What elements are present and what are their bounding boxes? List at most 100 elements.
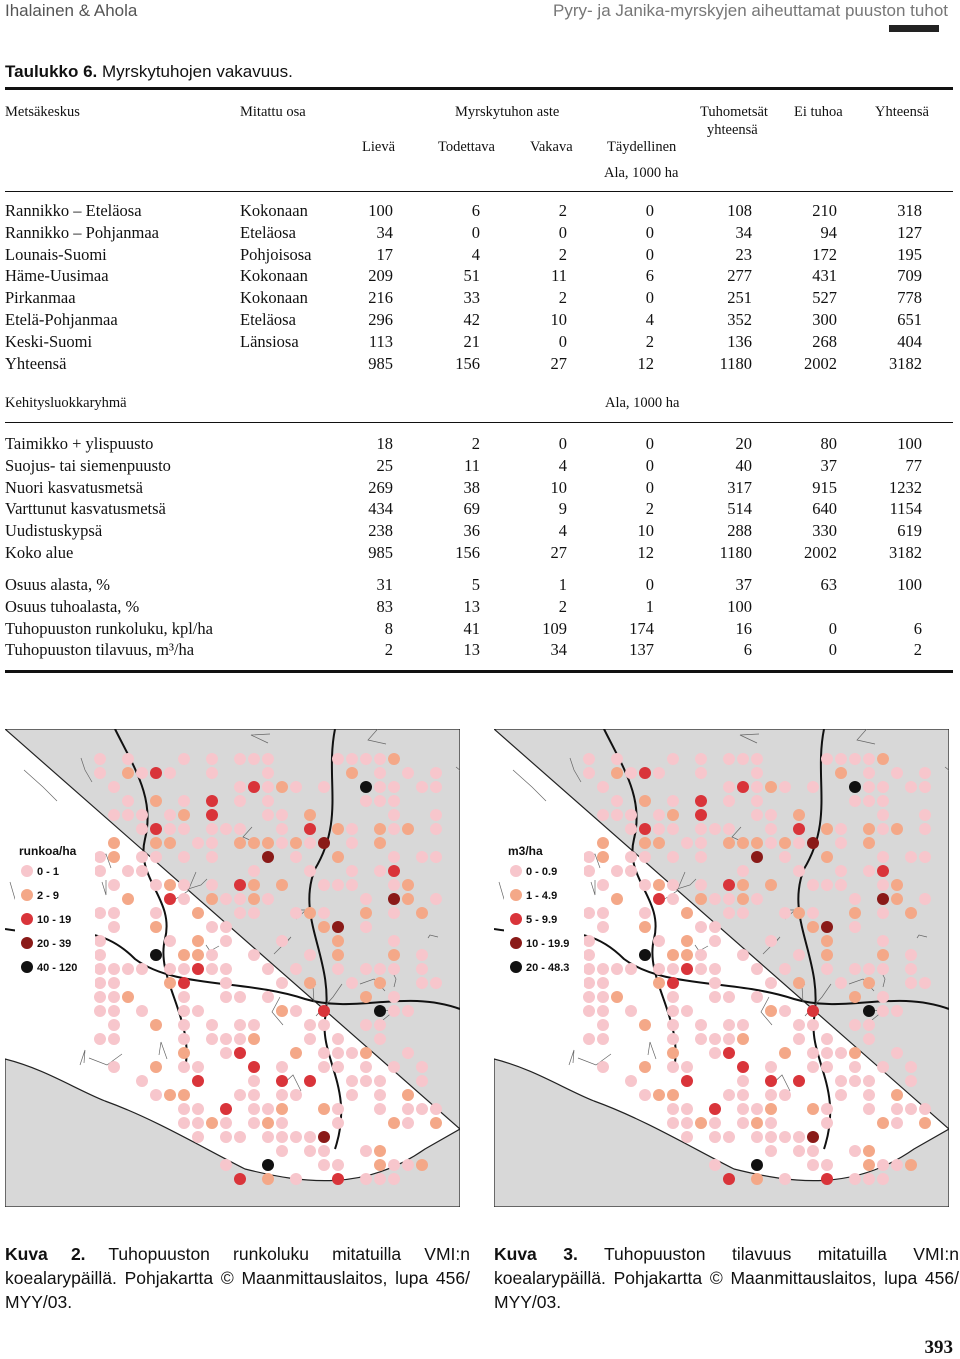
plot-dot — [402, 1089, 414, 1101]
row-label: Tuhopuuston runkoluku, kpl/ha — [5, 618, 213, 638]
plot-dot — [150, 823, 162, 835]
plot-dot — [178, 1047, 190, 1059]
plot-dot — [388, 1159, 400, 1171]
plot-dot — [388, 963, 400, 975]
plot-dot — [863, 781, 875, 793]
plot-dot — [108, 781, 120, 793]
plot-dot — [723, 753, 735, 765]
plot-dot — [667, 1033, 679, 1045]
plot-dot — [877, 795, 889, 807]
plot-dot — [234, 1131, 246, 1143]
plot-dot — [164, 935, 176, 947]
plot-dot — [667, 1117, 679, 1129]
plot-dot — [360, 921, 372, 933]
table-cell: 16 — [735, 618, 753, 638]
plot-dot — [164, 767, 176, 779]
plot-dot — [919, 1117, 931, 1129]
plot-dot — [178, 991, 190, 1003]
plot-dot — [360, 1075, 372, 1087]
plot-dot — [821, 963, 833, 975]
plot-dot — [374, 795, 386, 807]
table-cell: 10 — [550, 310, 568, 329]
plot-dot — [234, 879, 246, 891]
row-label: Pirkanmaa — [5, 288, 76, 308]
municipal-border — [659, 871, 686, 903]
municipal-border — [647, 1041, 657, 1060]
plot-dot — [234, 1047, 246, 1059]
plot-dot — [304, 1019, 316, 1031]
plot-dot — [262, 893, 274, 905]
col-head-todettava: Todettava — [438, 139, 495, 155]
plot-dot — [765, 809, 777, 821]
plot-dot — [164, 879, 176, 891]
col-head-total-damage-2: yhteensä — [707, 122, 758, 138]
table-cell: 277 — [727, 266, 752, 286]
figure-text-2: Tuhopuuston runkoluku mitatuilla VMI:n k… — [5, 1244, 470, 1312]
plot-dot — [891, 1103, 903, 1115]
plot-dot — [150, 851, 162, 863]
plot-dot — [220, 1159, 232, 1171]
table-cell: 77 — [905, 455, 923, 475]
municipal-border — [590, 880, 596, 896]
plot-dot — [583, 851, 595, 863]
plot-dot — [723, 1033, 735, 1045]
plot-dot — [374, 977, 386, 989]
table-cell: 100 — [368, 201, 393, 220]
table-cell: 0 — [645, 244, 654, 264]
region-border — [308, 729, 343, 1150]
plot-dot — [416, 1061, 428, 1073]
row-label: Suojus- tai siemenpuusto — [5, 455, 171, 475]
plot-dot — [849, 963, 861, 975]
plot-dot — [374, 1089, 386, 1101]
table-cell: 38 — [463, 477, 481, 497]
plot-dot — [248, 907, 260, 919]
plot-dot — [332, 935, 344, 947]
municipal-border — [23, 769, 58, 802]
plot-dot — [849, 1061, 861, 1073]
plot-dot — [807, 1131, 819, 1143]
plot-dot — [346, 865, 358, 877]
table-cell: 0 — [828, 640, 837, 660]
plot-dot — [108, 1019, 120, 1031]
plot-dot — [178, 809, 190, 821]
plot-dot — [653, 837, 665, 849]
plot-dot — [807, 837, 819, 849]
municipal-border — [80, 757, 93, 783]
plot-dot — [164, 1089, 176, 1101]
plot-dot — [122, 991, 134, 1003]
row-label: Osuus alasta, % — [5, 575, 110, 594]
table-cell: 94 — [820, 222, 838, 242]
plot-dot — [807, 1103, 819, 1115]
plot-dot — [723, 879, 735, 891]
plot-dot — [737, 1117, 749, 1129]
plot-dot — [332, 851, 344, 863]
plot-dot — [150, 767, 162, 779]
plot-dot — [639, 1089, 651, 1101]
plot-dot — [290, 1173, 302, 1185]
plot-dot — [667, 949, 679, 961]
col-head-vakava: Vakava — [530, 139, 573, 155]
table-cell: 915 — [812, 477, 837, 497]
plot-dot — [583, 1005, 595, 1017]
plot-dot — [737, 865, 749, 877]
table-cell: 69 — [463, 499, 481, 519]
plot-dot — [849, 1019, 861, 1031]
plot-dot — [318, 1103, 330, 1115]
table-cell: 25 — [376, 455, 394, 475]
municipal-border — [739, 733, 760, 744]
plot-dot — [332, 963, 344, 975]
table-cell: 0 — [645, 575, 654, 594]
col-head-severity: Myrskytuhon aste — [455, 104, 560, 120]
plot-dot — [709, 1103, 721, 1115]
plot-dot — [779, 1131, 791, 1143]
plot-dot — [611, 795, 623, 807]
plot-dot — [639, 1019, 651, 1031]
plot-dot — [290, 837, 302, 849]
plot-dot — [108, 1033, 120, 1045]
plot-dot — [863, 823, 875, 835]
plot-dot — [863, 1019, 875, 1031]
plot-dot — [374, 1145, 386, 1157]
legend-item-label: 20 - 48.3 — [526, 962, 569, 974]
row-label: Rannikko – Eteläosa — [5, 201, 142, 220]
plot-dot — [667, 963, 679, 975]
